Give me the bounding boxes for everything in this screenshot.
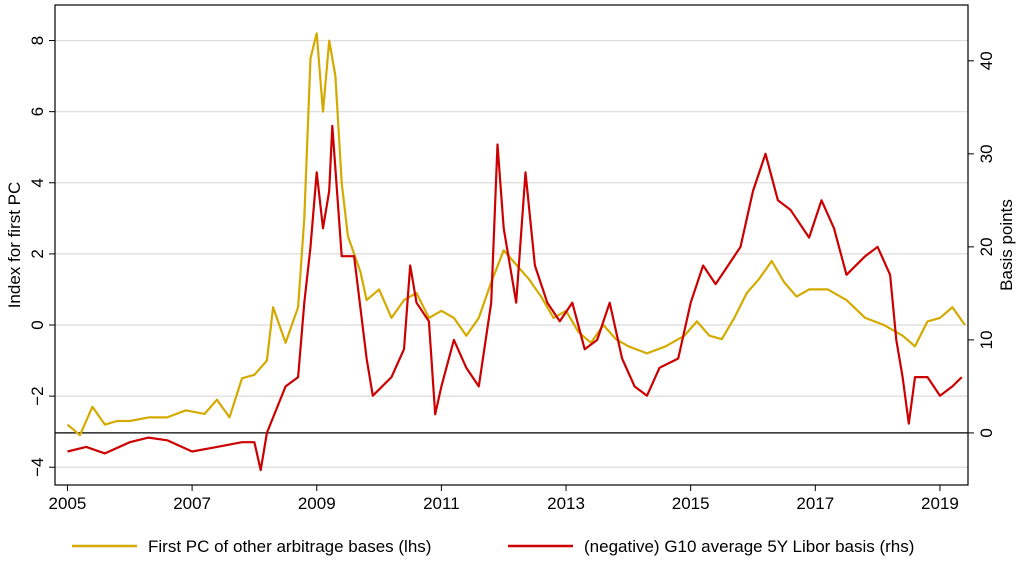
y2-tick-label: 10: [977, 330, 996, 349]
y-tick-label: 4: [28, 178, 47, 187]
y2-tick-label: 40: [977, 51, 996, 70]
series-line: [67, 124, 963, 472]
y-tick-label: 8: [28, 36, 47, 45]
y-tick-label: −2: [28, 386, 47, 405]
y2-axis-label: Basis points: [997, 199, 1016, 291]
x-tick-label: 2013: [547, 494, 585, 513]
x-tick-label: 2019: [921, 494, 959, 513]
x-tick-label: 2005: [49, 494, 87, 513]
y-axis-label: Index for first PC: [5, 182, 24, 309]
y2-tick-label: 20: [977, 237, 996, 256]
x-tick-label: 2017: [796, 494, 834, 513]
legend-label: (negative) G10 average 5Y Libor basis (r…: [584, 537, 914, 556]
y-tick-label: 6: [28, 107, 47, 116]
x-tick-label: 2009: [298, 494, 336, 513]
series-line: [66, 32, 966, 437]
y2-tick-label: 30: [977, 144, 996, 163]
plot-frame: [54, 4, 969, 486]
y-tick-label: 2: [28, 249, 47, 258]
y2-tick-label: 0: [977, 428, 996, 437]
legend-label: First PC of other arbitrage bases (lhs): [148, 537, 431, 556]
x-tick-label: 2007: [173, 494, 211, 513]
y-tick-label: −4: [28, 458, 47, 477]
x-tick-label: 2011: [423, 494, 460, 513]
y-tick-label: 0: [28, 320, 47, 329]
x-tick-label: 2015: [672, 494, 710, 513]
